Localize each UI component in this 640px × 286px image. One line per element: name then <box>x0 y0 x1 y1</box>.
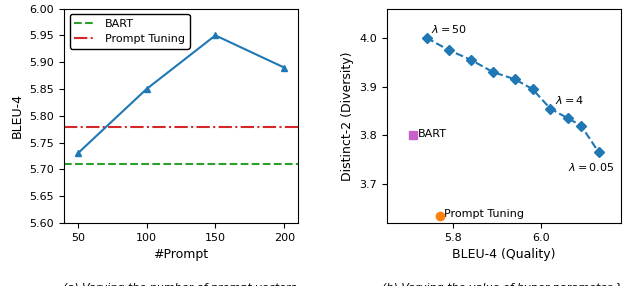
Text: $\lambda = 50$: $\lambda = 50$ <box>431 23 467 35</box>
Prompt Tuning <box>6 125 14 128</box>
BART <box>5 162 13 166</box>
BART <box>6 162 14 166</box>
X-axis label: #Prompt: #Prompt <box>154 248 209 261</box>
Text: $\lambda = 0.05$: $\lambda = 0.05$ <box>568 161 614 173</box>
Prompt Tuning <box>5 125 13 128</box>
Legend: BART, Prompt Tuning: BART, Prompt Tuning <box>70 14 189 49</box>
Text: Prompt Tuning: Prompt Tuning <box>444 209 524 219</box>
Text: (a) Varying the number of prompt vectors.: (a) Varying the number of prompt vectors… <box>63 283 300 286</box>
Y-axis label: Distinct-2 (Diversity): Distinct-2 (Diversity) <box>341 51 354 180</box>
X-axis label: BLEU-4 (Quality): BLEU-4 (Quality) <box>452 248 556 261</box>
Y-axis label: BLEU-4: BLEU-4 <box>11 93 24 138</box>
Text: BART: BART <box>418 129 447 139</box>
Text: $\lambda = 4$: $\lambda = 4$ <box>555 94 584 106</box>
Text: (b) Varying the value of hyper-parameter λ.: (b) Varying the value of hyper-parameter… <box>382 283 625 286</box>
